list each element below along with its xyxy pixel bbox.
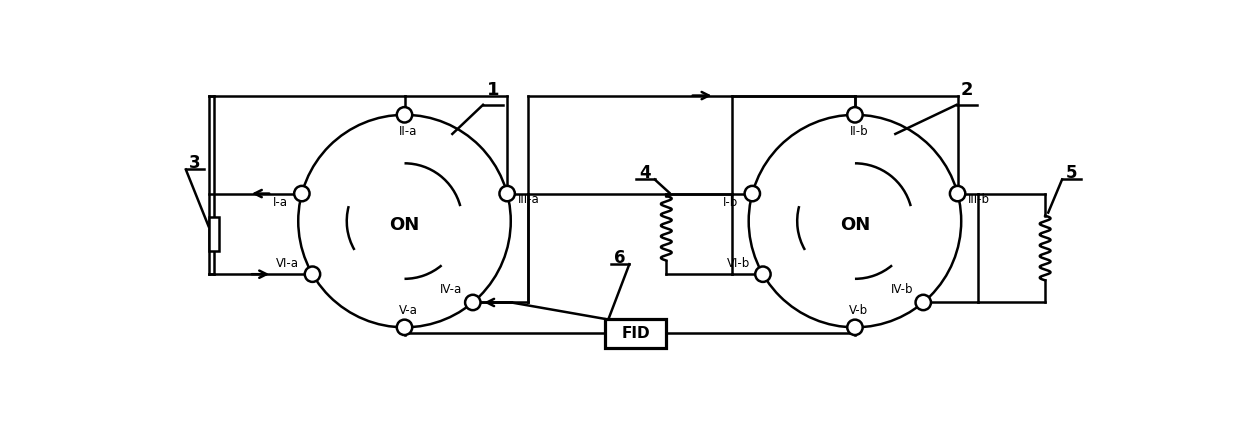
Text: II-a: II-a <box>399 125 418 138</box>
Circle shape <box>847 107 863 122</box>
Bar <box>605 319 666 348</box>
Text: 6: 6 <box>614 249 626 267</box>
Circle shape <box>465 295 481 310</box>
Text: ON: ON <box>839 216 870 234</box>
Circle shape <box>397 319 412 335</box>
Circle shape <box>305 267 320 282</box>
Text: ON: ON <box>389 216 419 234</box>
Text: 5: 5 <box>1065 164 1078 182</box>
Text: 4: 4 <box>640 164 651 182</box>
Text: I-a: I-a <box>273 196 288 209</box>
Text: 3: 3 <box>190 154 201 172</box>
Circle shape <box>950 186 965 201</box>
Text: II-b: II-b <box>849 125 868 138</box>
Text: V-b: V-b <box>849 304 868 317</box>
Bar <box>208 217 218 251</box>
Text: III-a: III-a <box>518 193 539 206</box>
Circle shape <box>847 319 863 335</box>
Text: VI-b: VI-b <box>727 257 750 270</box>
Circle shape <box>500 186 515 201</box>
Circle shape <box>744 186 760 201</box>
Circle shape <box>397 107 412 122</box>
Circle shape <box>915 295 931 310</box>
Text: FID: FID <box>621 326 650 341</box>
Circle shape <box>294 186 310 201</box>
Text: 1: 1 <box>487 81 500 99</box>
Text: IV-b: IV-b <box>890 283 913 296</box>
Text: V-a: V-a <box>399 304 418 317</box>
Text: III-b: III-b <box>968 193 991 206</box>
Text: I-b: I-b <box>723 196 738 209</box>
Text: 2: 2 <box>960 81 973 99</box>
Circle shape <box>755 267 770 282</box>
Text: IV-a: IV-a <box>440 283 463 296</box>
Text: VI-a: VI-a <box>277 257 299 270</box>
